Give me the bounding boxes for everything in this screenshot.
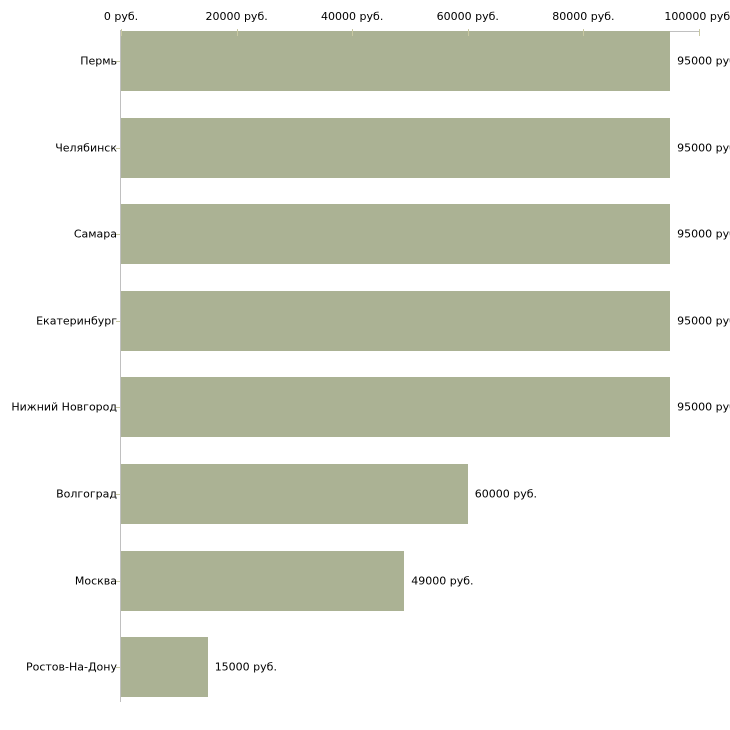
x-axis-tick — [237, 29, 238, 36]
value-label: 60000 руб. — [474, 487, 538, 501]
category-label: Челябинск — [55, 141, 117, 155]
value-label: 95000 руб. — [677, 314, 730, 328]
bar — [121, 290, 671, 351]
bar — [121, 464, 468, 524]
x-axis-tick — [583, 29, 584, 36]
bar — [121, 204, 671, 265]
bar — [121, 637, 208, 698]
value-label: 95000 руб. — [677, 141, 730, 155]
y-axis-line — [120, 30, 121, 702]
x-axis-tick-label: 20000 руб. — [205, 10, 268, 23]
value-label: 95000 руб. — [677, 54, 730, 68]
value-label: 15000 руб. — [214, 660, 277, 674]
bar — [121, 377, 671, 438]
category-tick — [116, 581, 120, 582]
value-label: 95000 руб. — [677, 400, 730, 414]
x-axis-tick-label: 40000 руб. — [321, 10, 384, 23]
x-axis-tick-label: 80000 руб. — [552, 10, 615, 23]
x-axis-tick — [352, 29, 353, 36]
bar — [121, 31, 671, 91]
category-label: Самара — [73, 227, 117, 241]
category-tick — [116, 61, 120, 62]
category-tick — [116, 494, 120, 495]
category-label: Москва — [74, 574, 117, 588]
x-axis-tick-label: 60000 руб. — [436, 10, 499, 23]
x-axis-tick — [699, 29, 700, 36]
category-label: Волгоград — [56, 487, 117, 501]
category-tick — [116, 407, 120, 408]
category-label: Ростов-На-Дону — [25, 660, 117, 674]
x-axis-tick-label: 100000 руб. — [664, 10, 730, 23]
category-label: Пермь — [80, 54, 117, 68]
category-tick — [116, 148, 120, 149]
category-tick — [116, 667, 120, 668]
value-label: 95000 руб. — [677, 227, 730, 241]
category-label: Нижний Новгород — [11, 400, 117, 414]
x-axis-tick — [468, 29, 469, 36]
category-tick — [116, 234, 120, 235]
value-label: 49000 руб. — [411, 574, 474, 588]
category-tick — [116, 321, 120, 322]
bar — [121, 117, 671, 178]
bar — [121, 550, 405, 611]
x-axis-tick — [121, 29, 122, 36]
category-label: Екатеринбург — [36, 314, 117, 328]
x-axis-tick-label: 0 руб. — [103, 10, 139, 23]
